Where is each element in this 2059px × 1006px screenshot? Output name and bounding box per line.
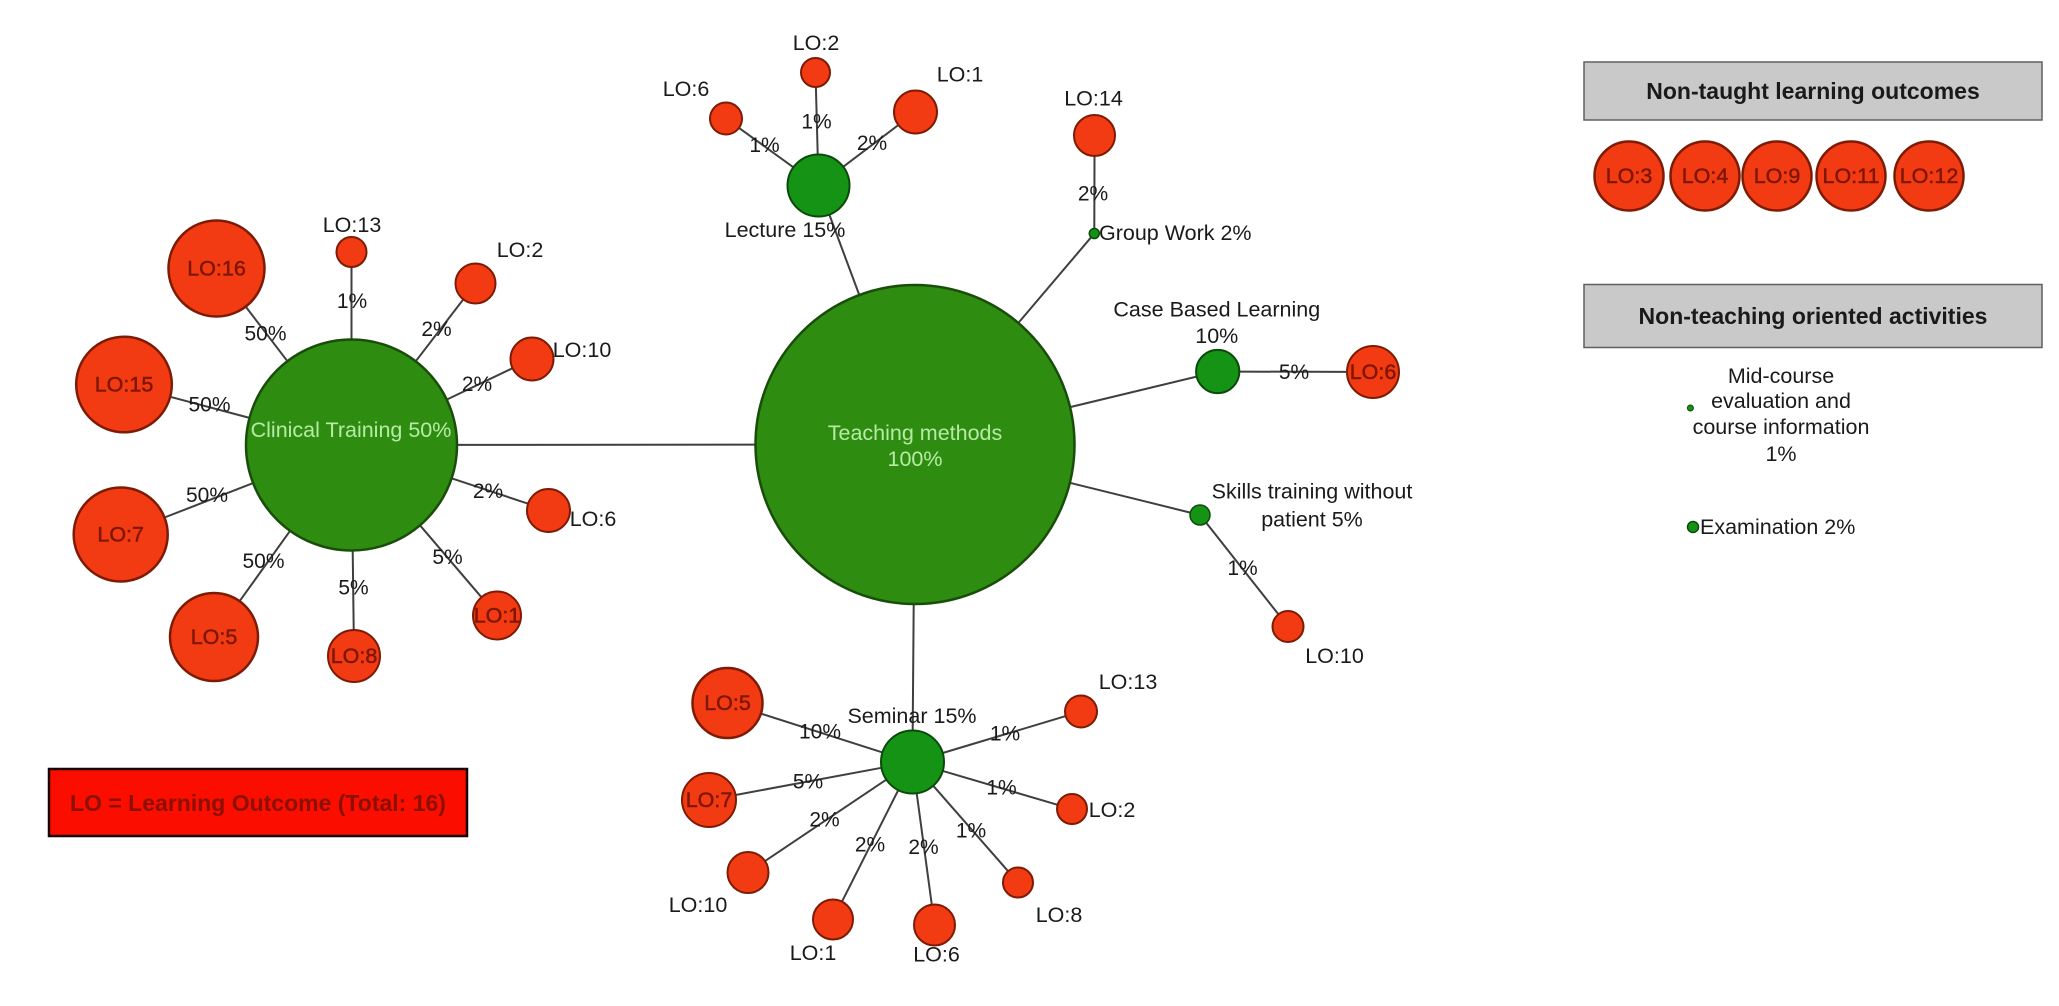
svg-text:Clinical Training 50%: Clinical Training 50% — [251, 418, 452, 442]
svg-text:LO:7: LO:7 — [686, 788, 733, 812]
svg-text:LO:1: LO:1 — [790, 941, 837, 965]
svg-text:2%: 2% — [1078, 183, 1108, 206]
svg-text:LO:3: LO:3 — [1606, 164, 1653, 188]
svg-text:Group Work 2%: Group Work 2% — [1099, 221, 1252, 245]
svg-text:1%: 1% — [337, 290, 367, 313]
svg-text:LO:10: LO:10 — [553, 338, 612, 362]
svg-text:50%: 50% — [242, 550, 284, 573]
svg-text:5%: 5% — [432, 546, 462, 569]
svg-text:2%: 2% — [809, 809, 839, 832]
svg-text:LO:2: LO:2 — [1089, 798, 1136, 822]
svg-text:LO:1: LO:1 — [937, 63, 984, 87]
svg-text:LO:6: LO:6 — [570, 507, 617, 531]
svg-text:5%: 5% — [1279, 361, 1309, 384]
svg-text:LO:9: LO:9 — [1754, 164, 1801, 188]
svg-text:50%: 50% — [186, 484, 228, 507]
svg-text:1%: 1% — [1765, 442, 1796, 466]
svg-text:LO:6: LO:6 — [663, 77, 710, 101]
svg-text:50%: 50% — [244, 323, 286, 346]
svg-text:LO:15: LO:15 — [95, 373, 154, 397]
svg-text:LO:5: LO:5 — [191, 625, 238, 649]
svg-text:LO:16: LO:16 — [187, 257, 246, 281]
svg-text:LO:8: LO:8 — [1036, 903, 1083, 927]
svg-text:1%: 1% — [801, 111, 831, 134]
svg-text:1%: 1% — [1227, 557, 1257, 580]
svg-text:course information: course information — [1693, 415, 1870, 439]
svg-text:Mid-course: Mid-course — [1728, 364, 1834, 388]
svg-text:patient 5%: patient 5% — [1261, 508, 1363, 532]
svg-text:2%: 2% — [857, 132, 887, 155]
svg-text:Case Based Learning: Case Based Learning — [1113, 298, 1320, 322]
svg-text:100%: 100% — [888, 447, 943, 471]
svg-text:LO:2: LO:2 — [497, 238, 544, 262]
svg-text:LO:13: LO:13 — [323, 213, 382, 237]
svg-text:10%: 10% — [799, 721, 841, 744]
svg-text:LO:6: LO:6 — [913, 943, 960, 967]
svg-text:Teaching methods: Teaching methods — [828, 421, 1003, 445]
svg-text:1%: 1% — [749, 134, 779, 157]
svg-text:5%: 5% — [793, 771, 823, 794]
svg-text:50%: 50% — [188, 394, 230, 417]
svg-text:1%: 1% — [956, 820, 986, 843]
svg-text:LO:13: LO:13 — [1099, 670, 1158, 694]
svg-text:LO:7: LO:7 — [97, 523, 144, 547]
svg-text:Non-teaching oriented activiti: Non-teaching oriented activities — [1639, 303, 1988, 329]
svg-text:Lecture 15%: Lecture 15% — [725, 218, 846, 242]
svg-text:2%: 2% — [908, 836, 938, 859]
svg-text:evaluation and: evaluation and — [1711, 389, 1851, 413]
svg-text:2%: 2% — [855, 834, 885, 857]
svg-text:2%: 2% — [421, 318, 451, 341]
svg-text:1%: 1% — [986, 777, 1016, 800]
svg-text:LO:12: LO:12 — [1900, 164, 1959, 188]
svg-text:LO:8: LO:8 — [331, 644, 378, 668]
svg-text:LO:11: LO:11 — [1823, 164, 1880, 188]
svg-text:Non-taught learning outcomes: Non-taught learning outcomes — [1646, 78, 1980, 104]
svg-text:1%: 1% — [990, 723, 1020, 746]
svg-text:2%: 2% — [462, 373, 492, 396]
svg-text:LO:5: LO:5 — [704, 691, 751, 715]
svg-text:LO:4: LO:4 — [1682, 164, 1729, 188]
svg-text:Examination 2%: Examination 2% — [1700, 515, 1855, 539]
svg-text:LO:6: LO:6 — [1350, 360, 1397, 384]
svg-text:LO:10: LO:10 — [1305, 644, 1364, 668]
svg-text:2%: 2% — [473, 480, 503, 503]
svg-text:Skills training without: Skills training without — [1212, 480, 1413, 504]
svg-text:LO = Learning Outcome (Total:: LO = Learning Outcome (Total: 16) — [70, 790, 446, 816]
svg-text:LO:10: LO:10 — [669, 893, 728, 917]
svg-text:LO:14: LO:14 — [1064, 87, 1123, 111]
svg-text:5%: 5% — [338, 577, 368, 600]
svg-text:10%: 10% — [1195, 324, 1238, 348]
svg-text:LO:1: LO:1 — [474, 604, 521, 628]
svg-text:LO:2: LO:2 — [793, 31, 840, 55]
svg-text:Seminar 15%: Seminar 15% — [847, 704, 976, 728]
